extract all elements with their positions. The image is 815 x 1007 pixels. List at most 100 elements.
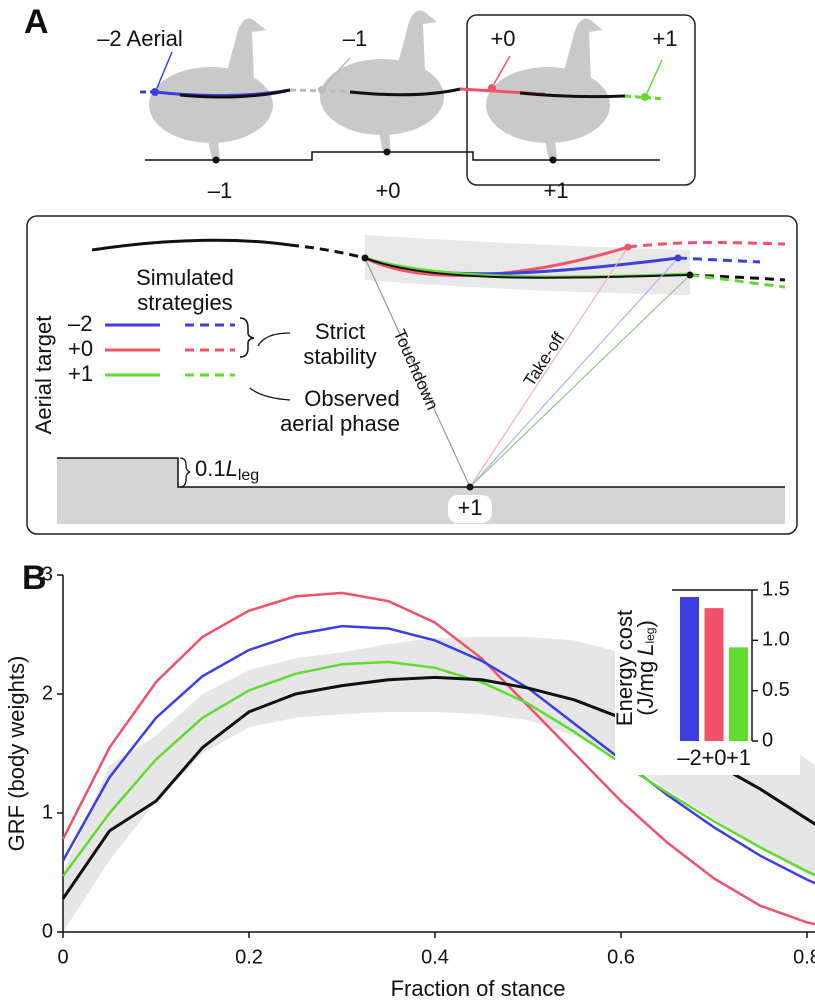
target-label: –1: [343, 26, 367, 51]
dot: [674, 254, 682, 262]
detail-box: [26, 215, 798, 535]
text: 0.1: [195, 456, 226, 481]
x-tick-label: 0.2: [235, 946, 263, 968]
arrow: [249, 387, 291, 401]
pointer: [493, 55, 511, 85]
target-label: +0: [490, 26, 515, 51]
pointer: [156, 51, 173, 89]
foot-dot: [383, 148, 391, 156]
axis-label: Aerial target: [31, 316, 56, 435]
target-dot: [151, 88, 159, 96]
ground-block: [57, 458, 785, 524]
step-label: +1: [543, 178, 568, 203]
text: L: [633, 644, 658, 656]
trajectory: [364, 257, 691, 279]
annotation: aerial phase: [280, 411, 400, 436]
dot: [466, 483, 474, 491]
panel-label: A: [24, 3, 49, 41]
y-tick-label: 3: [42, 563, 53, 585]
pointer: [323, 57, 351, 87]
step-height-label: 0.1Lleg: [195, 456, 259, 484]
pointer: [646, 59, 663, 94]
series-line: [61, 660, 815, 877]
x-tick-label: 0.8: [793, 946, 815, 968]
y-tick-label: 0.5: [762, 679, 790, 701]
y-tick-label: 1: [42, 801, 53, 823]
target-band: [365, 235, 690, 295]
legend: –2+0+1: [68, 311, 235, 386]
dot: [624, 243, 632, 251]
text: (J/mg: [633, 661, 658, 716]
x-axis-label: Fraction of stance: [391, 976, 566, 1001]
x-tick-label: 0: [57, 946, 68, 968]
brace: [179, 457, 191, 488]
trajectory: [689, 273, 786, 282]
y-tick-label: 2: [42, 682, 53, 704]
ground: [57, 457, 785, 488]
annotation: Observed: [304, 386, 399, 411]
target-label: –2 Aerial: [97, 26, 183, 51]
legend-label: +1: [68, 361, 93, 386]
dot: [686, 271, 694, 279]
x-tick-label: 0.6: [607, 946, 635, 968]
y-tick-label: 0: [42, 920, 53, 942]
trajectory: [519, 91, 626, 99]
legend-label: –2: [68, 311, 92, 336]
x-tick-label: +1: [726, 745, 751, 770]
series-line: [61, 591, 815, 926]
legend-title: Simulated: [136, 265, 234, 290]
bar-chart: 0 0.5 1.0 1.5 –2 +0 +1 Energy cost(J/mg Lleg): [612, 575, 800, 775]
text: leg: [238, 467, 259, 484]
trajectory: [677, 256, 761, 264]
label-bg: [448, 495, 492, 523]
leg-line: [364, 257, 471, 488]
foot-dot: [212, 156, 220, 164]
legend-title: strategies: [137, 290, 232, 315]
ground: [145, 151, 660, 161]
y-tick-label: 1.0: [762, 629, 790, 651]
y-axis-label: Energy cost: [612, 610, 637, 726]
y-tick-label: 0: [762, 729, 773, 751]
trajectory: [179, 88, 291, 99]
legend-label: +0: [68, 336, 93, 361]
highlight-box: [466, 14, 696, 186]
annotation: Strict: [315, 319, 365, 344]
trajectory: [289, 243, 366, 260]
trajectory: [689, 273, 786, 289]
target-dot: [641, 93, 649, 101]
y-tick-label: 1.5: [762, 578, 790, 600]
y-axis-label: GRF (body weights): [4, 656, 29, 852]
text: leg: [643, 628, 657, 644]
geese: [149, 10, 610, 160]
series-line: [61, 675, 815, 900]
y-axis-label: (J/mg Lleg): [633, 620, 658, 716]
brace: [239, 317, 255, 358]
takeoff-label: Take-off: [520, 329, 569, 390]
step-label: +0: [375, 178, 400, 203]
trajectory: [627, 241, 786, 249]
leg-line: [469, 274, 691, 488]
arrow: [257, 332, 291, 347]
text: L: [226, 456, 238, 481]
step-label: +1: [457, 495, 482, 520]
bar: [729, 647, 748, 741]
panel-label: B: [22, 559, 47, 597]
foot-dot: [549, 156, 557, 164]
text: ): [633, 620, 658, 627]
bar: [704, 608, 724, 741]
step-label: –1: [208, 178, 232, 203]
trajectory: [349, 87, 461, 97]
target-dot: [318, 86, 326, 94]
leg-line: [469, 246, 629, 488]
target-label: +1: [652, 26, 677, 51]
x-tick-label: +0: [701, 745, 726, 770]
x-tick-label: –2: [677, 745, 701, 770]
target-dot: [488, 84, 496, 92]
x-tick-label: 0.4: [421, 946, 449, 968]
trajectory: [91, 238, 291, 252]
bar: [680, 597, 699, 741]
leg-line: [469, 257, 679, 488]
annotation: stability: [303, 344, 376, 369]
dot: [361, 254, 369, 262]
